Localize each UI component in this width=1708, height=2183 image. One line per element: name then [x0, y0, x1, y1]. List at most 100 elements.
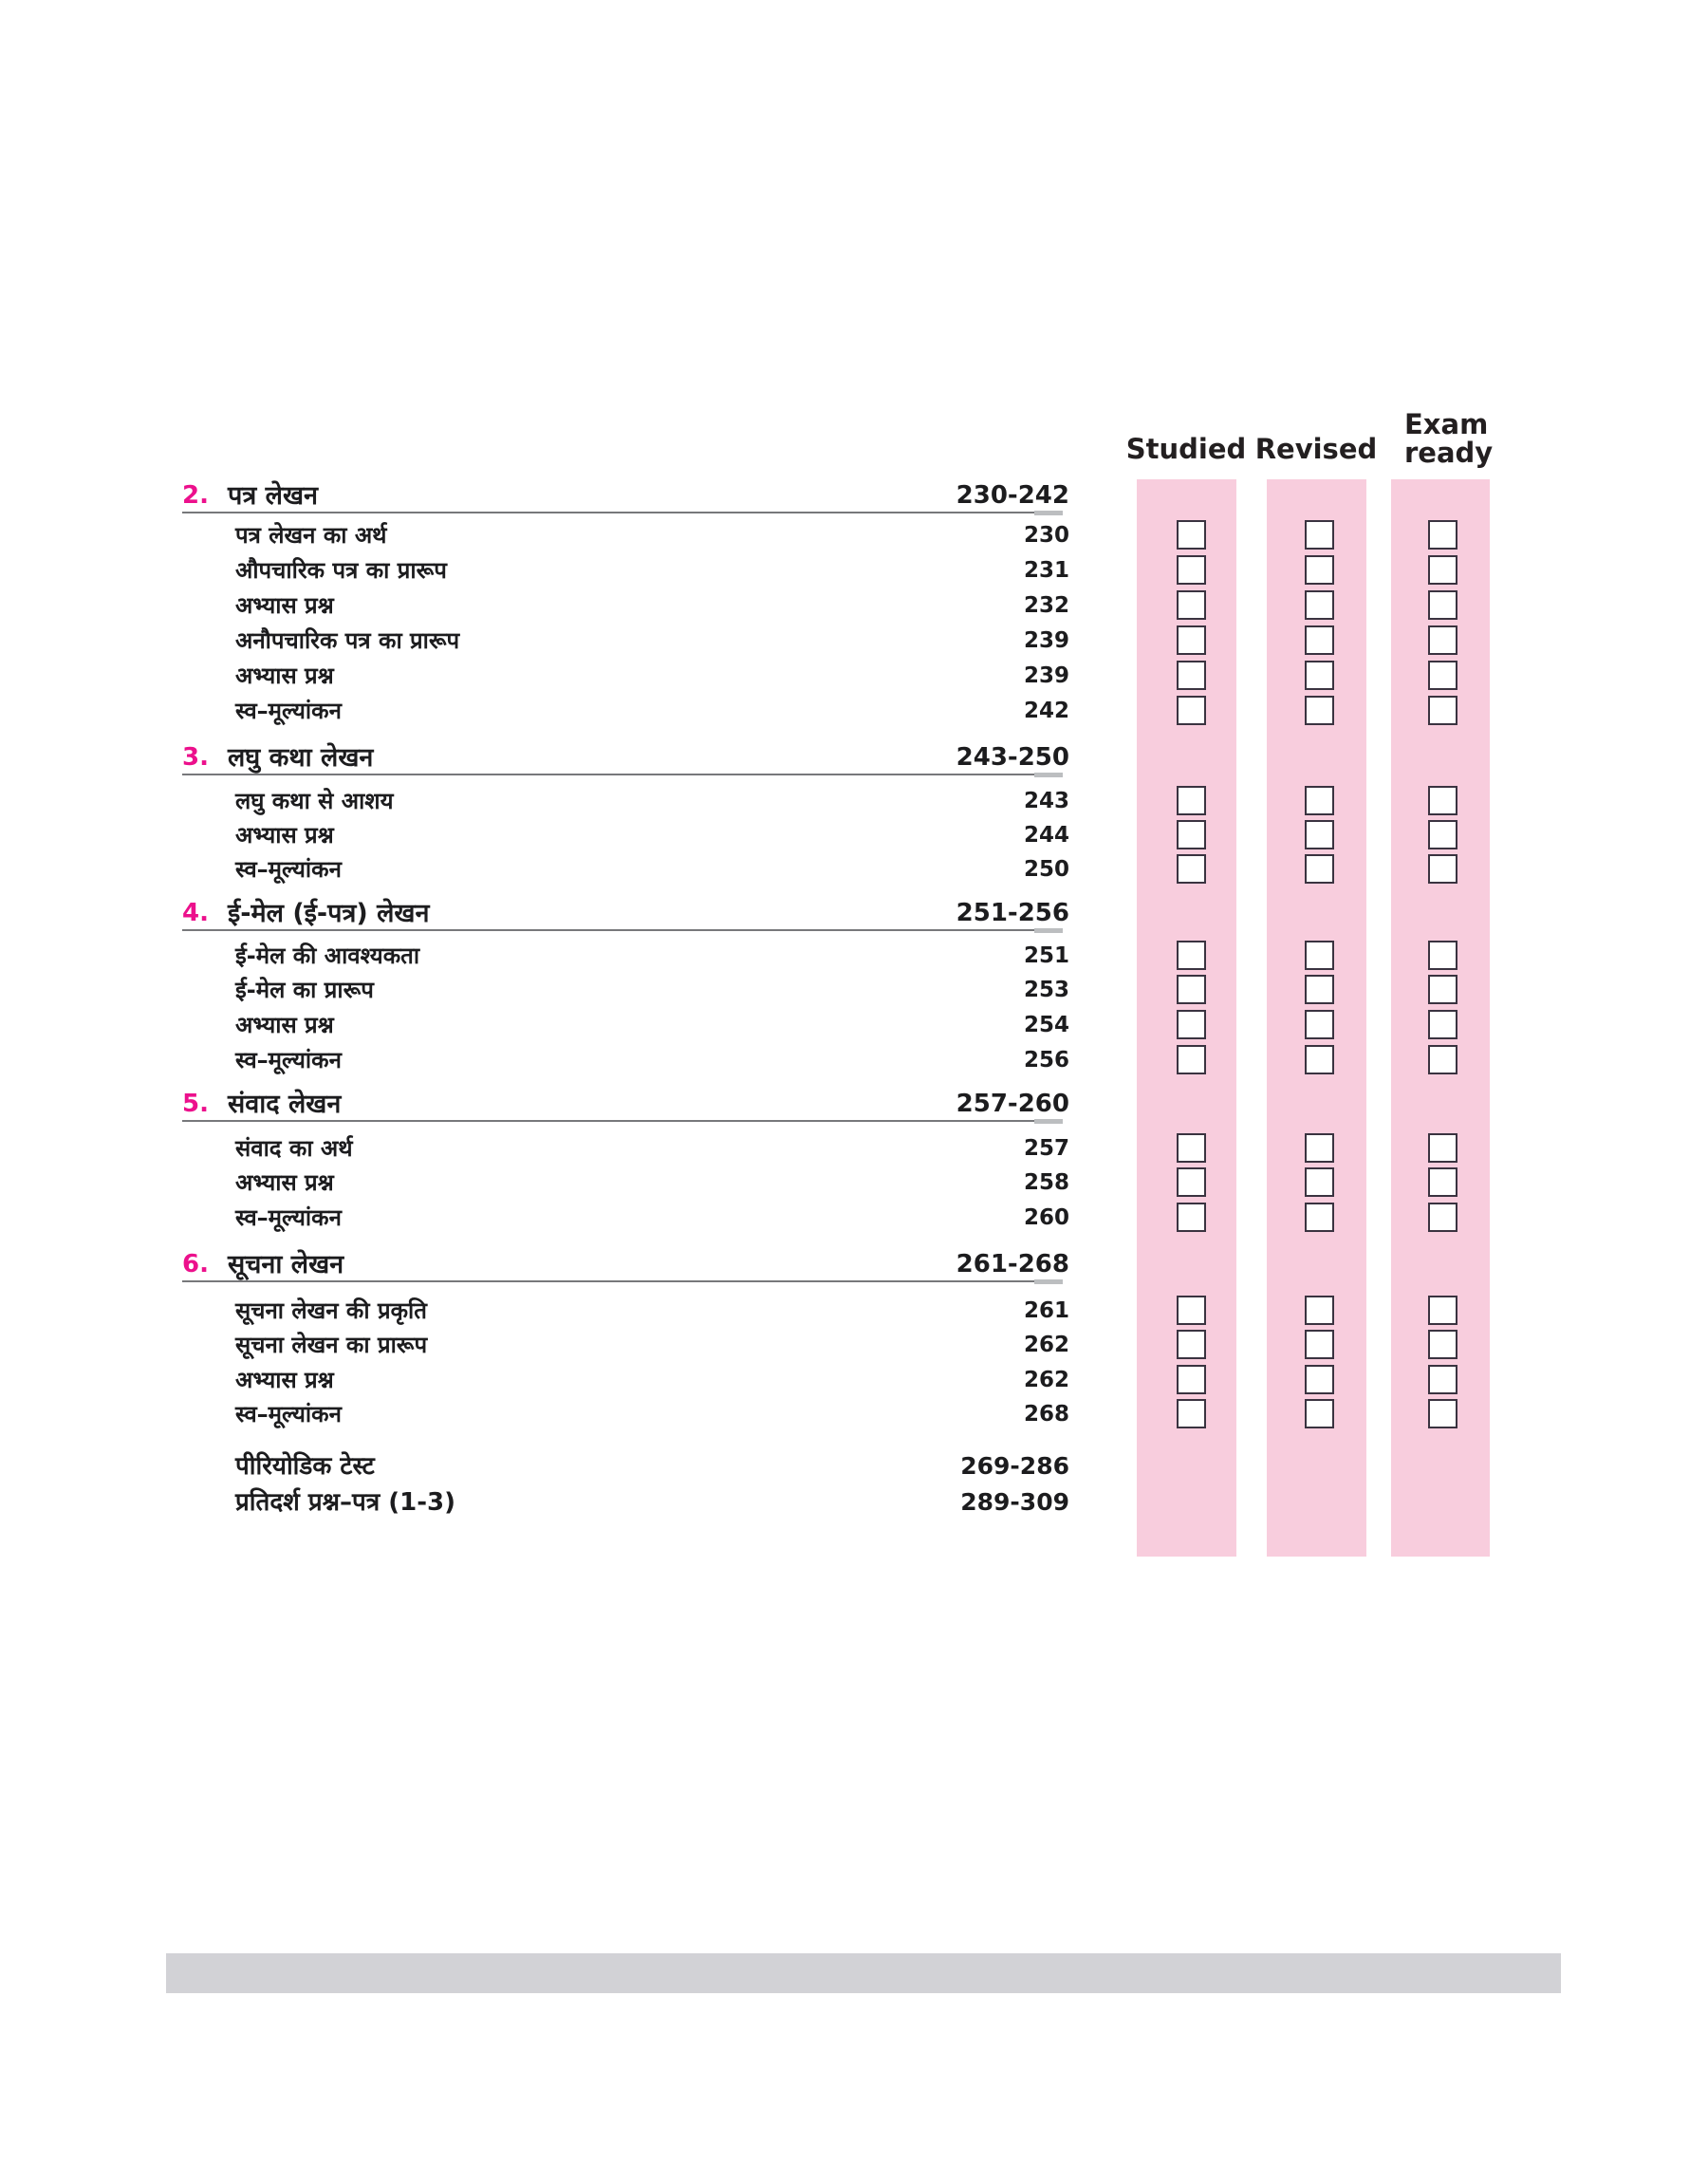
toc-item-title: ई-मेल की आवश्यकता [235, 942, 420, 969]
section-page-range: 257-260 [956, 1090, 1069, 1118]
checkbox-studied[interactable] [1177, 520, 1206, 550]
toc-item-row: सूचना लेखन का प्रारूप 262 [0, 1328, 1708, 1362]
toc-item-row: स्व–मूल्यांकन 256 [0, 1043, 1708, 1077]
section-number: 5. [182, 1090, 209, 1118]
checkbox-revised[interactable] [1305, 1365, 1334, 1394]
checkbox-revised[interactable] [1305, 1399, 1334, 1428]
section-number: 2. [182, 481, 209, 510]
checkbox-revised[interactable] [1305, 520, 1334, 550]
checkbox-studied[interactable] [1177, 590, 1206, 620]
checkbox-revised[interactable] [1305, 1203, 1334, 1232]
checkbox-studied[interactable] [1177, 975, 1206, 1004]
footer-entry-title: पीरियोडिक टेस्ट [235, 1452, 375, 1481]
checkbox-exam-ready[interactable] [1428, 1296, 1457, 1325]
checkbox-studied[interactable] [1177, 1330, 1206, 1359]
toc-item-row: अभ्यास प्रश्न 258 [0, 1166, 1708, 1200]
section-page-range: 243-250 [956, 743, 1069, 772]
column-header-studied: Studied [1125, 433, 1247, 465]
section-title: लघु कथा लेखन [228, 743, 374, 773]
toc-item-row: अनौपचारिक पत्र का प्रारूप 239 [0, 624, 1708, 658]
checkbox-studied[interactable] [1177, 941, 1206, 970]
checkbox-revised[interactable] [1305, 555, 1334, 585]
section-header: 3. लघु कथा लेखन 243-250 [0, 740, 1708, 777]
section-title: ई-मेल (ई-पत्र) लेखन [228, 899, 430, 928]
checkbox-exam-ready[interactable] [1428, 1330, 1457, 1359]
toc-item-page: 261 [1023, 1298, 1069, 1323]
checkbox-exam-ready[interactable] [1428, 625, 1457, 655]
checkbox-revised[interactable] [1305, 625, 1334, 655]
checkbox-exam-ready[interactable] [1428, 1399, 1457, 1428]
section-divider [182, 511, 1063, 515]
checkbox-studied[interactable] [1177, 1167, 1206, 1197]
toc-item-page: 253 [1023, 978, 1069, 1002]
checkbox-exam-ready[interactable] [1428, 1045, 1457, 1074]
checkbox-exam-ready[interactable] [1428, 1133, 1457, 1163]
checkbox-studied[interactable] [1177, 1133, 1206, 1163]
checkbox-studied[interactable] [1177, 1010, 1206, 1039]
checkbox-exam-ready[interactable] [1428, 1167, 1457, 1197]
section-divider [182, 773, 1063, 777]
checkbox-studied[interactable] [1177, 1203, 1206, 1232]
checkbox-studied[interactable] [1177, 696, 1206, 725]
checkbox-exam-ready[interactable] [1428, 1203, 1457, 1232]
checkbox-studied[interactable] [1177, 625, 1206, 655]
divider-end-cap [1034, 1279, 1063, 1284]
checkbox-studied[interactable] [1177, 820, 1206, 849]
checkbox-exam-ready[interactable] [1428, 661, 1457, 690]
checkbox-studied[interactable] [1177, 661, 1206, 690]
checkbox-revised[interactable] [1305, 1330, 1334, 1359]
toc-item-title: अभ्यास प्रश्न [235, 1367, 334, 1393]
toc-item-row: स्व–मूल्यांकन 268 [0, 1397, 1708, 1431]
checkbox-revised[interactable] [1305, 1167, 1334, 1197]
checkbox-exam-ready[interactable] [1428, 520, 1457, 550]
checkbox-exam-ready[interactable] [1428, 696, 1457, 725]
checkbox-studied[interactable] [1177, 1399, 1206, 1428]
footer-entry-pages: 269-286 [960, 1452, 1069, 1480]
checkbox-exam-ready[interactable] [1428, 555, 1457, 585]
toc-item-page: 239 [1023, 663, 1069, 688]
checkbox-studied[interactable] [1177, 1365, 1206, 1394]
section-title: संवाद लेखन [228, 1090, 342, 1119]
toc-item-title: स्व–मूल्यांकन [235, 1401, 342, 1427]
checkbox-revised[interactable] [1305, 1133, 1334, 1163]
checkbox-revised[interactable] [1305, 661, 1334, 690]
checkbox-revised[interactable] [1305, 1296, 1334, 1325]
checkbox-revised[interactable] [1305, 820, 1334, 849]
toc-item-page: 262 [1023, 1333, 1069, 1357]
checkbox-exam-ready[interactable] [1428, 1365, 1457, 1394]
checkbox-revised[interactable] [1305, 1010, 1334, 1039]
checkbox-revised[interactable] [1305, 696, 1334, 725]
checkbox-studied[interactable] [1177, 555, 1206, 585]
checkbox-revised[interactable] [1305, 854, 1334, 884]
checkbox-revised[interactable] [1305, 590, 1334, 620]
checkbox-revised[interactable] [1305, 941, 1334, 970]
checkbox-revised[interactable] [1305, 1045, 1334, 1074]
checkbox-revised[interactable] [1305, 975, 1334, 1004]
toc-item-row: संवाद का अर्थ 257 [0, 1131, 1708, 1166]
checkbox-studied[interactable] [1177, 1045, 1206, 1074]
toc-item-row: अभ्यास प्रश्न 232 [0, 588, 1708, 623]
checkbox-exam-ready[interactable] [1428, 854, 1457, 884]
toc-item-page: 244 [1023, 823, 1069, 848]
toc-item-row: स्व–मूल्यांकन 260 [0, 1201, 1708, 1235]
checkbox-revised[interactable] [1305, 786, 1334, 815]
toc-item-page: 251 [1023, 943, 1069, 968]
toc-item-title: स्व–मूल्यांकन [235, 1204, 342, 1231]
checkbox-studied[interactable] [1177, 1296, 1206, 1325]
toc-item-page: 268 [1023, 1402, 1069, 1427]
checkbox-exam-ready[interactable] [1428, 786, 1457, 815]
section-header: 5. संवाद लेखन 257-260 [0, 1087, 1708, 1124]
checkbox-studied[interactable] [1177, 854, 1206, 884]
section-page-range: 261-268 [956, 1250, 1069, 1278]
section-title: सूचना लेखन [228, 1250, 344, 1279]
checkbox-exam-ready[interactable] [1428, 975, 1457, 1004]
checkbox-exam-ready[interactable] [1428, 1010, 1457, 1039]
section-page-range: 230-242 [956, 481, 1069, 510]
checkbox-exam-ready[interactable] [1428, 941, 1457, 970]
checkbox-studied[interactable] [1177, 786, 1206, 815]
toc-item-row: लघु कथा से आशय 243 [0, 784, 1708, 818]
toc-item-title: लघु कथा से आशय [235, 788, 394, 814]
checkbox-exam-ready[interactable] [1428, 590, 1457, 620]
checkbox-exam-ready[interactable] [1428, 820, 1457, 849]
